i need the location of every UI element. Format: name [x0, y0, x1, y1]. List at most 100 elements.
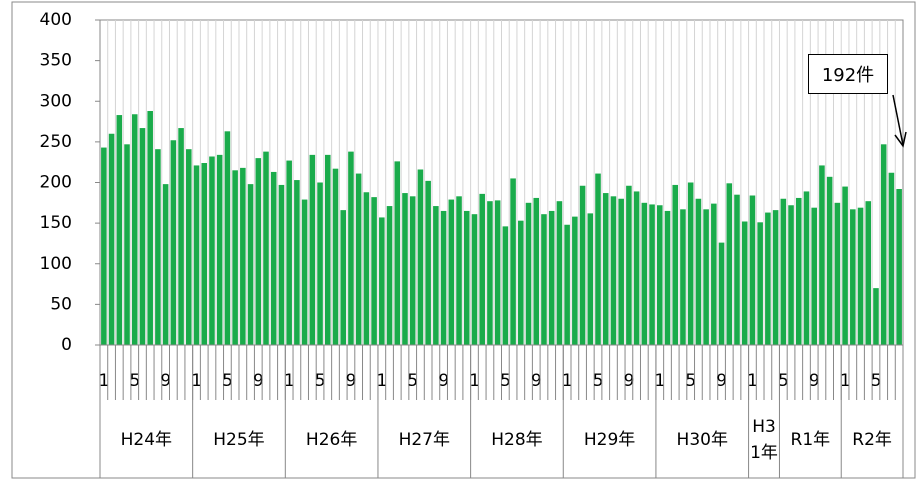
- bar: [170, 140, 177, 345]
- bar: [324, 154, 331, 345]
- bar: [255, 158, 262, 345]
- bar: [201, 163, 208, 345]
- group-label: H27年: [398, 430, 450, 450]
- bar: [116, 115, 123, 345]
- bar: [873, 288, 879, 345]
- bar: [618, 198, 624, 345]
- x-tick-label: 5: [871, 371, 882, 391]
- annotation: 192件: [808, 54, 888, 94]
- bar: [811, 207, 817, 345]
- x-tick-label: 1: [562, 371, 573, 391]
- bar: [363, 192, 370, 345]
- x-tick-label: 9: [531, 371, 542, 391]
- bar: [471, 214, 478, 345]
- bar: [340, 210, 346, 345]
- bar: [402, 193, 408, 345]
- bar: [626, 185, 632, 345]
- bar: [888, 172, 895, 345]
- x-tick-label: 9: [809, 371, 820, 391]
- x-tick-label: 1: [840, 371, 851, 391]
- x-tick-label: 1: [747, 371, 758, 391]
- bar: [186, 149, 192, 345]
- x-tick-label: 1: [377, 371, 388, 391]
- bar: [734, 194, 740, 345]
- bar: [417, 169, 424, 345]
- bar: [711, 203, 717, 345]
- bar: [533, 197, 540, 345]
- y-tick-label: 350: [40, 51, 72, 71]
- bar: [788, 205, 794, 345]
- bar: [741, 221, 748, 345]
- bar: [502, 226, 509, 345]
- y-tick-label: 50: [50, 294, 72, 314]
- y-tick-label: 400: [40, 10, 72, 30]
- bar: [317, 182, 323, 345]
- bar: [124, 144, 130, 345]
- y-tick-label: 150: [40, 213, 72, 233]
- bar: [572, 216, 578, 345]
- group-label: H24年: [120, 430, 173, 450]
- bar: [440, 210, 447, 345]
- bar: [726, 183, 733, 345]
- bar: [595, 173, 601, 345]
- x-tick-label: 1: [191, 371, 202, 391]
- x-tick-label: 5: [129, 371, 140, 391]
- bar: [278, 184, 285, 345]
- bar: [579, 185, 586, 345]
- bar: [332, 168, 339, 345]
- bar: [765, 212, 771, 345]
- bar: [803, 191, 810, 345]
- bar: [371, 197, 377, 345]
- y-tick-label: 200: [40, 173, 72, 193]
- bar: [487, 201, 493, 345]
- y-tick-label: 100: [40, 254, 72, 274]
- bar: [178, 128, 184, 345]
- bar: [518, 220, 524, 345]
- bar: [494, 200, 501, 345]
- bar: [842, 186, 848, 345]
- group-label: H31年: [750, 417, 778, 463]
- bar: [394, 161, 401, 345]
- annotation-arrowhead: [894, 131, 907, 148]
- bar: [286, 160, 292, 345]
- x-tick-label: 5: [593, 371, 604, 391]
- x-tick-label: 9: [160, 371, 171, 391]
- bar: [108, 133, 115, 345]
- bar: [826, 176, 833, 345]
- group-label: H28年: [491, 430, 543, 450]
- bar: [309, 154, 316, 345]
- bar: [564, 224, 570, 345]
- bar: [433, 206, 439, 345]
- bar: [386, 206, 393, 345]
- bar: [896, 189, 902, 345]
- bar: [850, 209, 856, 345]
- bar: [409, 196, 416, 345]
- bar: [795, 197, 802, 345]
- group-label: H30年: [676, 430, 728, 450]
- bar: [301, 199, 308, 345]
- bar: [664, 210, 671, 345]
- x-tick-label: 9: [624, 371, 635, 391]
- bar: [247, 184, 254, 345]
- group-label: R2年: [852, 430, 892, 450]
- bar: [834, 202, 841, 345]
- x-tick-label: 5: [685, 371, 696, 391]
- bar: [641, 202, 648, 345]
- bar: [772, 210, 779, 345]
- bar: [224, 131, 231, 345]
- bar: [101, 147, 107, 345]
- bar: [155, 149, 161, 345]
- bar: [216, 154, 223, 345]
- y-tick-label: 0: [61, 335, 72, 355]
- bar: [880, 144, 887, 345]
- bar: [240, 167, 246, 345]
- bar: [672, 184, 679, 345]
- bar: [657, 205, 663, 345]
- group-label: R1年: [790, 430, 831, 450]
- x-tick-label: 1: [284, 371, 295, 391]
- bar: [379, 217, 385, 345]
- bar: [865, 201, 872, 345]
- y-tick-label: 250: [40, 132, 72, 152]
